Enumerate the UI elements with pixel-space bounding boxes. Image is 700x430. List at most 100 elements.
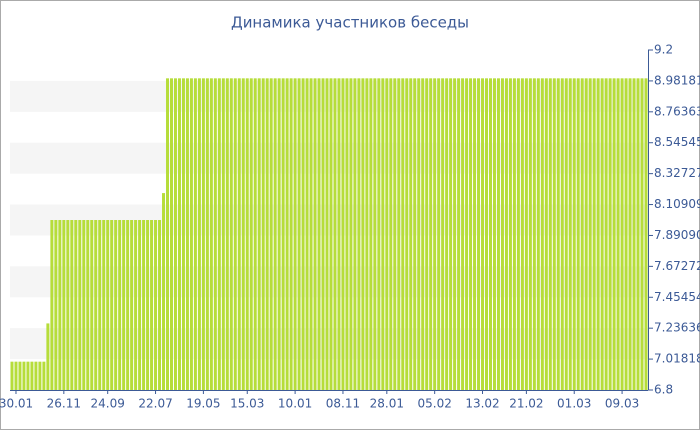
bar xyxy=(30,361,34,390)
bar xyxy=(213,78,217,390)
bar xyxy=(74,220,78,390)
bar xyxy=(285,78,289,390)
bar xyxy=(465,78,469,390)
bar xyxy=(297,78,301,390)
bar xyxy=(166,78,169,390)
y-tick-label: 7.23636 xyxy=(654,321,700,335)
bar xyxy=(309,78,313,390)
bar xyxy=(86,220,90,390)
bar xyxy=(50,220,54,390)
bar xyxy=(277,78,281,390)
x-tick-label: 30.01 xyxy=(0,397,33,411)
bar xyxy=(257,78,261,390)
bar xyxy=(205,78,209,390)
bar xyxy=(301,78,305,390)
bar xyxy=(102,220,106,390)
y-tick-label: 8.54545 xyxy=(654,135,700,149)
bar xyxy=(373,78,377,390)
bar xyxy=(632,78,636,390)
bar xyxy=(469,78,473,390)
bar xyxy=(457,78,461,390)
bar xyxy=(201,78,205,390)
bar xyxy=(361,78,365,390)
bar xyxy=(592,78,596,390)
bar xyxy=(489,78,492,390)
x-tick-label: 13.02 xyxy=(465,397,499,411)
bar xyxy=(429,78,433,390)
bar xyxy=(568,78,572,390)
bar xyxy=(512,78,516,390)
bar xyxy=(624,78,628,390)
bar xyxy=(333,78,337,390)
bar xyxy=(556,78,560,390)
bar xyxy=(273,78,277,390)
grid-band xyxy=(10,266,648,298)
bar xyxy=(134,220,138,390)
bar xyxy=(524,78,528,390)
bar xyxy=(453,78,457,390)
bar xyxy=(225,78,229,390)
bar xyxy=(389,78,393,390)
bar xyxy=(185,78,189,390)
bar xyxy=(265,78,269,390)
bar xyxy=(381,78,385,390)
y-tick-label: 8.98181 xyxy=(654,73,700,87)
bar xyxy=(572,78,576,390)
bar xyxy=(305,78,309,390)
bar xyxy=(170,78,173,390)
bar xyxy=(106,220,110,390)
bar xyxy=(548,78,552,390)
bar xyxy=(78,220,82,390)
bar xyxy=(449,78,453,390)
bar xyxy=(564,78,568,390)
bar xyxy=(445,78,449,390)
bar xyxy=(473,78,477,390)
bar xyxy=(540,78,544,390)
bar xyxy=(34,361,38,390)
bar xyxy=(528,78,532,390)
bar xyxy=(177,78,181,390)
bar xyxy=(237,78,241,390)
bar xyxy=(181,78,185,390)
bar xyxy=(516,78,520,390)
x-tick-label: 26.11 xyxy=(47,397,81,411)
bar xyxy=(38,361,42,390)
bar xyxy=(241,78,245,390)
x-tick-label: 21.02 xyxy=(509,397,543,411)
bar xyxy=(253,78,257,390)
y-tick-label: 8.32727 xyxy=(654,166,700,180)
bar xyxy=(293,78,297,390)
y-tick-label: 8.10909 xyxy=(654,197,700,211)
bar xyxy=(154,220,158,390)
bar xyxy=(365,78,369,390)
bar xyxy=(345,78,349,390)
bar xyxy=(142,220,146,390)
bar xyxy=(532,78,536,390)
bar xyxy=(441,78,445,390)
bar xyxy=(433,78,437,390)
bar xyxy=(608,78,612,390)
bar xyxy=(393,78,397,390)
bar xyxy=(317,78,321,390)
x-tick-label: 01.03 xyxy=(557,397,591,411)
bar xyxy=(425,78,429,390)
bar xyxy=(313,78,317,390)
bar xyxy=(58,220,62,390)
bar xyxy=(644,78,648,390)
x-tick-label: 28.01 xyxy=(370,397,404,411)
bar xyxy=(640,78,644,390)
bar xyxy=(221,78,225,390)
x-tick-label: 10.01 xyxy=(278,397,312,411)
y-tick-label: 6.8 xyxy=(654,383,673,397)
bar xyxy=(110,220,114,390)
x-tick-label: 15.03 xyxy=(230,397,264,411)
bar xyxy=(114,220,118,390)
bar xyxy=(580,78,584,390)
y-tick-label: 9.2 xyxy=(654,43,673,57)
bar xyxy=(22,361,26,390)
x-tick-label: 05.02 xyxy=(417,397,451,411)
bar xyxy=(98,220,102,390)
bar xyxy=(229,78,233,390)
bar xyxy=(14,361,18,390)
